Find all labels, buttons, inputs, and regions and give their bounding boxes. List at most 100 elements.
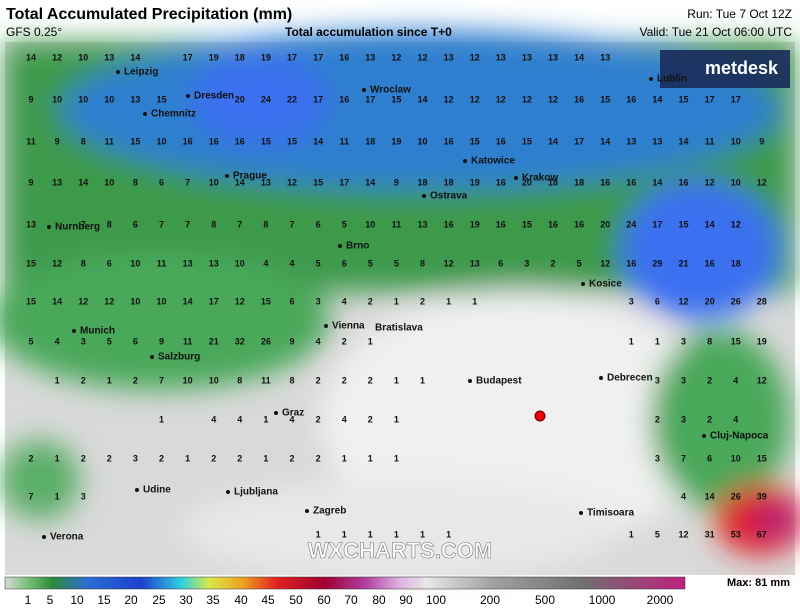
grid-value: 31 bbox=[705, 529, 715, 539]
grid-value: 1 bbox=[420, 529, 425, 539]
grid-value: 6 bbox=[316, 219, 321, 229]
logo-box bbox=[660, 50, 790, 88]
grid-value: 13 bbox=[652, 136, 662, 146]
grid-value: 3 bbox=[524, 258, 529, 268]
grid-value: 13 bbox=[444, 52, 454, 62]
grid-value: 12 bbox=[757, 375, 767, 385]
grid-value: 9 bbox=[289, 336, 294, 346]
colorbar-tick-label: 30 bbox=[179, 593, 193, 607]
grid-value: 16 bbox=[678, 177, 688, 187]
grid-value: 16 bbox=[626, 177, 636, 187]
city-dot bbox=[226, 490, 230, 494]
grid-value: 2 bbox=[368, 414, 373, 424]
colorbar-tick-label: 35 bbox=[206, 593, 220, 607]
colorbar-tick-label: 5 bbox=[47, 593, 54, 607]
city-dot bbox=[649, 77, 653, 81]
city-label: Budapest bbox=[476, 376, 522, 387]
grid-value: 12 bbox=[391, 52, 401, 62]
grid-value: 17 bbox=[313, 94, 323, 104]
value-grid: 14 12 10 13 14 17 19 18 19 17 17 16 13 12 12 13 12 13 13 13… bbox=[26, 52, 767, 539]
grid-value: 18 bbox=[574, 177, 584, 187]
grid-value: 5 bbox=[107, 336, 112, 346]
grid-value: 1 bbox=[263, 453, 268, 463]
grid-value: 39 bbox=[757, 491, 767, 501]
colorbar-tick-label: 50 bbox=[289, 593, 303, 607]
grid-value: 12 bbox=[731, 219, 741, 229]
grid-value: 11 bbox=[261, 375, 271, 385]
grid-value: 2 bbox=[81, 453, 86, 463]
grid-value: 13 bbox=[417, 219, 427, 229]
grid-value: 4 bbox=[55, 336, 60, 346]
grid-value: 2 bbox=[655, 414, 660, 424]
grid-value: 17 bbox=[287, 52, 297, 62]
grid-value: 4 bbox=[211, 414, 216, 424]
grid-value: 2 bbox=[368, 375, 373, 385]
city-dot bbox=[143, 112, 147, 116]
colorbar-tick-label: 25 bbox=[152, 593, 166, 607]
grid-value: 8 bbox=[81, 258, 86, 268]
city-label: Bratislava bbox=[375, 323, 423, 334]
grid-value: 28 bbox=[757, 296, 767, 306]
grid-value: 8 bbox=[81, 136, 86, 146]
grid-value: 16 bbox=[339, 52, 349, 62]
grid-value: 10 bbox=[731, 453, 741, 463]
grid-value: 16 bbox=[574, 219, 584, 229]
grid-value: 12 bbox=[235, 296, 245, 306]
city-label: Kosice bbox=[589, 279, 622, 290]
grid-value: 16 bbox=[444, 219, 454, 229]
city-dot bbox=[42, 535, 46, 539]
grid-value: 3 bbox=[81, 491, 86, 501]
grid-value: 15 bbox=[600, 94, 610, 104]
grid-value: 2 bbox=[342, 336, 347, 346]
grid-value: 14 bbox=[678, 136, 688, 146]
grid-value: 6 bbox=[289, 296, 294, 306]
city-dot bbox=[225, 174, 229, 178]
city-label: Brno bbox=[346, 241, 369, 252]
grid-value: 15 bbox=[313, 177, 323, 187]
grid-value: 6 bbox=[655, 296, 660, 306]
grid-value: 5 bbox=[316, 258, 321, 268]
city-dot bbox=[599, 376, 603, 380]
grid-value: 7 bbox=[237, 219, 242, 229]
grid-value: 14 bbox=[705, 219, 715, 229]
grid-value: 12 bbox=[757, 177, 767, 187]
grid-value: 15 bbox=[470, 136, 480, 146]
grid-value: 13 bbox=[26, 219, 36, 229]
grid-value: 18 bbox=[235, 52, 245, 62]
grid-value: 14 bbox=[705, 491, 715, 501]
run: Run: Tue 7 Oct 12Z bbox=[687, 7, 792, 21]
grid-value: 5 bbox=[577, 258, 582, 268]
grid-value: 11 bbox=[392, 219, 402, 229]
grid-value: 11 bbox=[105, 136, 115, 146]
city-dot bbox=[274, 411, 278, 415]
colorbar-tick-label: 15 bbox=[97, 593, 111, 607]
grid-value: 8 bbox=[133, 177, 138, 187]
grid-value: 12 bbox=[52, 52, 62, 62]
grid-value: 15 bbox=[678, 94, 688, 104]
grid-value: 4 bbox=[289, 258, 294, 268]
grid-value: 10 bbox=[104, 177, 114, 187]
grid-value: 9 bbox=[28, 177, 33, 187]
grid-value: 2 bbox=[237, 453, 242, 463]
grid-value: 2 bbox=[316, 453, 321, 463]
colorbar-tick-label: 90 bbox=[399, 593, 413, 607]
grid-value: 1 bbox=[316, 529, 321, 539]
city-dot bbox=[186, 94, 190, 98]
grid-value: 15 bbox=[156, 94, 166, 104]
grid-value: 14 bbox=[183, 296, 193, 306]
grid-value: 2 bbox=[316, 375, 321, 385]
grid-value: 16 bbox=[496, 219, 506, 229]
grid-value: 2 bbox=[107, 453, 112, 463]
grid-value: 9 bbox=[159, 336, 164, 346]
colorbar bbox=[4, 576, 686, 590]
grid-value: 14 bbox=[417, 94, 427, 104]
grid-value: 10 bbox=[130, 258, 140, 268]
grid-value: 6 bbox=[159, 177, 164, 187]
colorbar-tick-label: 1 bbox=[25, 593, 32, 607]
city-label: Verona bbox=[50, 532, 84, 543]
grid-value: 6 bbox=[133, 219, 138, 229]
colorbar-tick-label: 70 bbox=[344, 593, 358, 607]
colorbar-tick-label: 80 bbox=[372, 593, 386, 607]
grid-value: 14 bbox=[26, 52, 36, 62]
